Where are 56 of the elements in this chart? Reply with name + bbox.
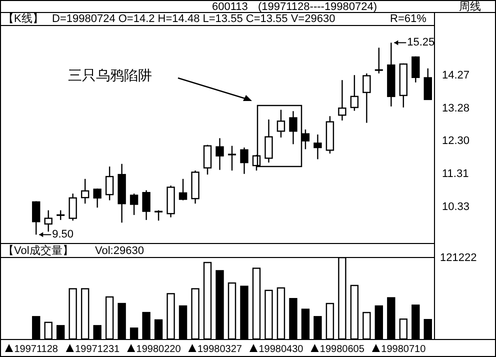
text: Vol:29630	[95, 245, 144, 257]
chart-title: 600113	[212, 1, 248, 13]
bar	[93, 325, 102, 340]
text: 121222	[440, 252, 477, 264]
bar	[166, 293, 175, 340]
bar	[314, 316, 322, 340]
x-tick-label: 19971231	[75, 344, 120, 355]
x-tick-label: 19971128	[14, 344, 58, 355]
y-tick-label: 14.27	[442, 69, 470, 82]
bar	[228, 282, 236, 340]
text: R=61%	[390, 13, 427, 25]
annotation: 9.50	[52, 228, 74, 241]
y-tick-label: 13.28	[442, 102, 470, 114]
bar	[32, 316, 40, 340]
bar	[399, 318, 408, 340]
bar	[276, 287, 286, 340]
x-tick-label: 19980327	[198, 344, 242, 355]
x-tick-label: 19980430	[258, 344, 304, 355]
bar	[374, 305, 384, 340]
bar	[105, 296, 114, 340]
bar	[289, 298, 298, 340]
bar	[350, 284, 359, 340]
bar	[154, 319, 163, 340]
bar	[387, 297, 396, 340]
x-tick-label: 19980710	[381, 344, 426, 355]
bar	[191, 288, 200, 340]
bar	[203, 262, 212, 340]
y-tick-label: 12.30	[442, 135, 470, 148]
bar	[118, 302, 126, 340]
bar	[56, 325, 65, 340]
x-tick-label: 19980605	[320, 344, 365, 355]
text: 【K线】	[3, 12, 44, 25]
bar	[68, 288, 77, 340]
y-tick-label: 10.33	[442, 200, 470, 213]
text: 【Vol成交量】	[3, 244, 74, 257]
bar	[178, 305, 188, 340]
bar	[80, 288, 90, 340]
text: D=19980724 O=14.2 H=14.48 L=13.55 C=13.55 V=29630	[52, 13, 336, 25]
annotation: 15.25	[407, 36, 435, 49]
bar	[412, 304, 420, 340]
bar	[142, 312, 150, 340]
bar	[326, 302, 334, 340]
bar	[424, 318, 432, 340]
bar	[130, 328, 138, 340]
y-tick-label: 11.31	[442, 168, 469, 180]
bar	[252, 268, 261, 340]
bar	[362, 312, 371, 340]
chart-subtitle: (19971128----19980724)	[258, 1, 378, 13]
bar	[301, 308, 310, 340]
bar	[44, 322, 52, 340]
bar	[264, 290, 273, 340]
bar	[240, 286, 248, 340]
bar	[216, 270, 224, 340]
x-tick-label: 19980220	[136, 344, 182, 355]
annotation: 三只乌鸦陷阱	[68, 67, 152, 83]
text: 周线	[459, 0, 481, 13]
